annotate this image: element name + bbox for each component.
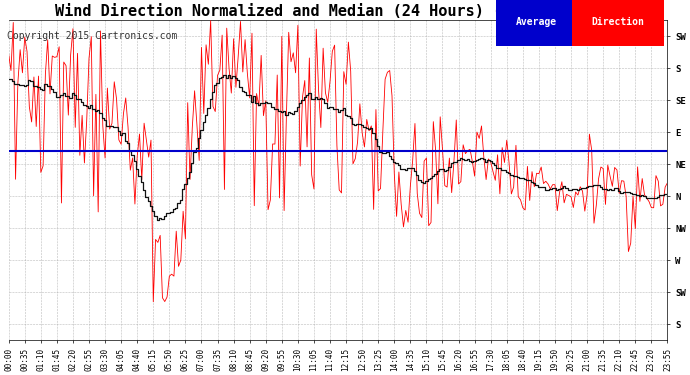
Text: Direction: Direction: [591, 16, 644, 27]
Title: Wind Direction Normalized and Median (24 Hours) (New) 20150829: Wind Direction Normalized and Median (24…: [55, 4, 621, 19]
Text: Average: Average: [515, 16, 557, 27]
Text: Copyright 2015 Cartronics.com: Copyright 2015 Cartronics.com: [7, 32, 177, 41]
